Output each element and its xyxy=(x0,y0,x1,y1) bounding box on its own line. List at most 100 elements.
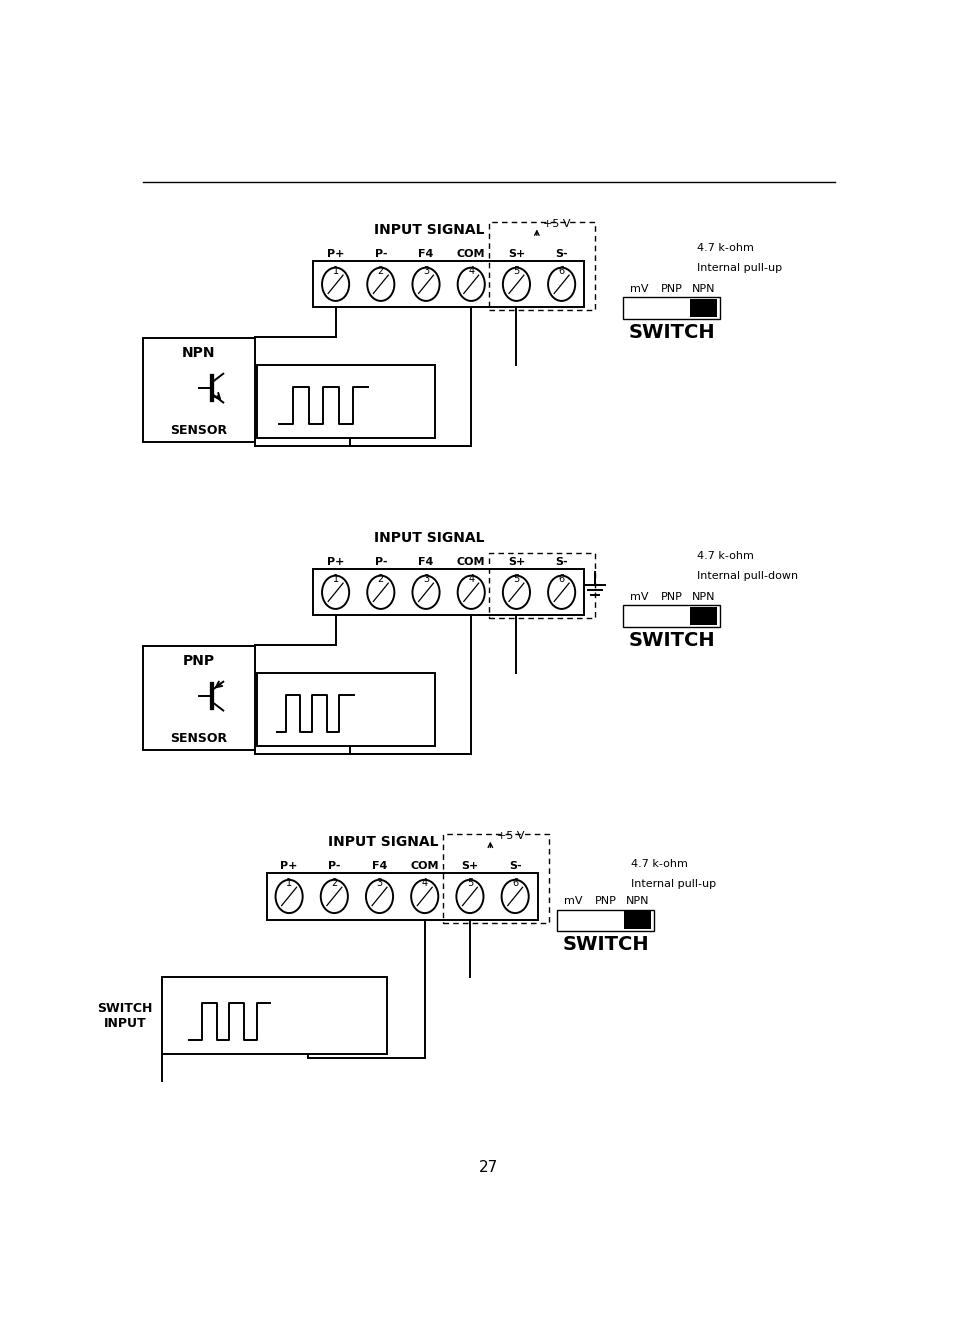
Text: S+: S+ xyxy=(507,557,524,566)
Text: PNP: PNP xyxy=(659,283,681,294)
Ellipse shape xyxy=(367,267,394,301)
Ellipse shape xyxy=(322,576,349,609)
Text: 4.7 k-ohm: 4.7 k-ohm xyxy=(630,859,687,870)
Bar xyxy=(623,911,651,930)
Ellipse shape xyxy=(412,267,439,301)
Bar xyxy=(442,834,548,923)
Text: P-: P- xyxy=(375,248,387,259)
Text: S+: S+ xyxy=(461,860,478,871)
Text: F4: F4 xyxy=(418,557,434,566)
Text: SENSOR: SENSOR xyxy=(170,424,227,437)
Text: NPN: NPN xyxy=(625,895,649,906)
Text: S-: S- xyxy=(555,248,567,259)
Text: 1: 1 xyxy=(286,878,292,888)
Text: 27: 27 xyxy=(478,1160,498,1174)
Text: S-: S- xyxy=(555,557,567,566)
Text: COM: COM xyxy=(456,557,485,566)
Bar xyxy=(142,647,254,749)
Text: NPN: NPN xyxy=(691,283,715,294)
Ellipse shape xyxy=(320,880,348,912)
Text: COM: COM xyxy=(456,248,485,259)
Text: Internal pull-up: Internal pull-up xyxy=(630,879,715,888)
Text: 4: 4 xyxy=(421,878,427,888)
Text: PNP: PNP xyxy=(182,653,214,668)
Text: mV: mV xyxy=(629,283,648,294)
Bar xyxy=(689,607,717,625)
Text: F4: F4 xyxy=(372,860,387,871)
Text: +5 V: +5 V xyxy=(542,219,570,230)
Text: 5: 5 xyxy=(513,573,519,584)
Text: 6: 6 xyxy=(512,878,517,888)
Text: P-: P- xyxy=(375,557,387,566)
Text: 2: 2 xyxy=(331,878,337,888)
Text: S+: S+ xyxy=(507,248,524,259)
Text: SWITCH: SWITCH xyxy=(627,631,714,651)
Text: SWITCH: SWITCH xyxy=(561,935,648,954)
Text: PNP: PNP xyxy=(659,592,681,601)
Text: mV: mV xyxy=(629,592,648,601)
Ellipse shape xyxy=(411,880,437,912)
Bar xyxy=(622,605,720,627)
Bar xyxy=(257,365,435,438)
Text: mV: mV xyxy=(563,895,582,906)
Text: 6: 6 xyxy=(558,573,564,584)
Text: 3: 3 xyxy=(376,878,382,888)
Text: P+: P+ xyxy=(280,860,297,871)
Ellipse shape xyxy=(501,880,528,912)
Ellipse shape xyxy=(456,880,483,912)
Bar xyxy=(257,673,435,747)
Ellipse shape xyxy=(322,267,349,301)
Text: 4: 4 xyxy=(468,573,474,584)
Ellipse shape xyxy=(457,576,484,609)
Text: 2: 2 xyxy=(377,266,383,275)
Bar xyxy=(162,978,386,1054)
Text: 4: 4 xyxy=(468,266,474,275)
Text: 6: 6 xyxy=(558,266,564,275)
Ellipse shape xyxy=(548,576,575,609)
Text: PNP: PNP xyxy=(594,895,616,906)
Bar xyxy=(313,569,583,616)
Text: +5 V: +5 V xyxy=(496,831,523,842)
Text: P+: P+ xyxy=(327,248,344,259)
Text: INPUT SIGNAL: INPUT SIGNAL xyxy=(374,223,484,236)
Ellipse shape xyxy=(502,267,530,301)
Bar xyxy=(689,299,717,317)
Text: INPUT SIGNAL: INPUT SIGNAL xyxy=(328,835,438,848)
Text: 5: 5 xyxy=(513,266,519,275)
Text: SWITCH: SWITCH xyxy=(627,323,714,342)
Ellipse shape xyxy=(275,880,302,912)
Text: P-: P- xyxy=(328,860,340,871)
Text: 2: 2 xyxy=(377,573,383,584)
Text: 1: 1 xyxy=(333,573,338,584)
Text: 3: 3 xyxy=(422,573,429,584)
Bar xyxy=(266,874,537,919)
Text: COM: COM xyxy=(410,860,438,871)
Text: 4.7 k-ohm: 4.7 k-ohm xyxy=(696,552,753,561)
Text: F4: F4 xyxy=(418,248,434,259)
Ellipse shape xyxy=(412,576,439,609)
Ellipse shape xyxy=(366,880,393,912)
Bar xyxy=(622,298,720,319)
Text: P+: P+ xyxy=(327,557,344,566)
Text: NPN: NPN xyxy=(182,346,215,359)
Text: S-: S- xyxy=(508,860,521,871)
Text: 4.7 k-ohm: 4.7 k-ohm xyxy=(696,243,753,254)
Bar xyxy=(489,553,595,619)
Ellipse shape xyxy=(502,576,530,609)
Text: 5: 5 xyxy=(466,878,473,888)
Bar xyxy=(557,910,654,931)
Text: NPN: NPN xyxy=(691,592,715,601)
Text: Internal pull-up: Internal pull-up xyxy=(696,263,781,273)
Ellipse shape xyxy=(548,267,575,301)
Ellipse shape xyxy=(457,267,484,301)
Text: SWITCH
INPUT: SWITCH INPUT xyxy=(97,1002,152,1030)
Text: 3: 3 xyxy=(422,266,429,275)
Bar xyxy=(489,222,595,310)
Text: SENSOR: SENSOR xyxy=(170,732,227,744)
Bar xyxy=(142,338,254,442)
Text: Internal pull-down: Internal pull-down xyxy=(696,570,797,581)
Bar xyxy=(313,262,583,307)
Text: 1: 1 xyxy=(333,266,338,275)
Ellipse shape xyxy=(367,576,394,609)
Text: INPUT SIGNAL: INPUT SIGNAL xyxy=(374,530,484,545)
